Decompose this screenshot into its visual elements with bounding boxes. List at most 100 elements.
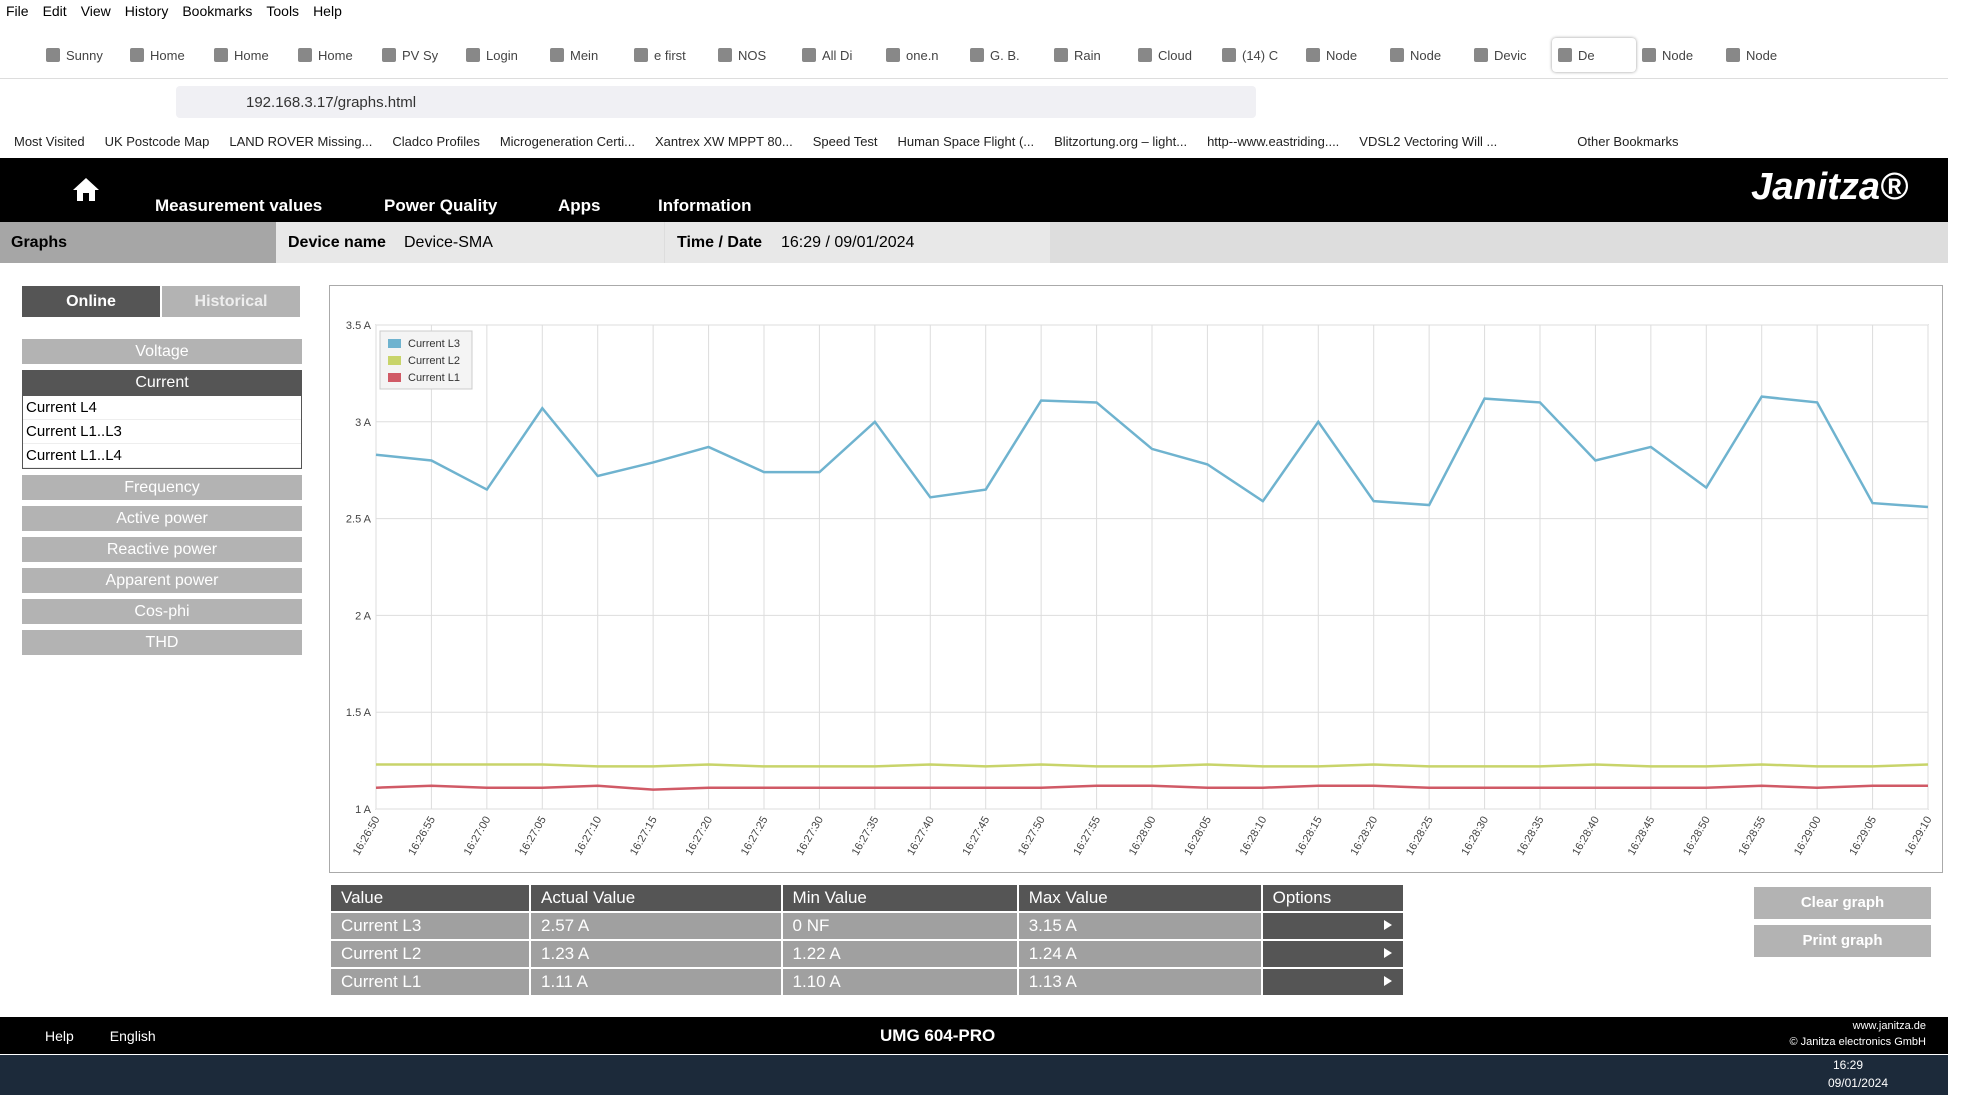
submenu-item[interactable]: Current L1..L3 [23,420,301,444]
menu-button[interactable]: THD [22,630,302,655]
submenu-item[interactable]: Current L4 [23,396,301,420]
home-icon[interactable] [72,176,100,202]
tab-icon [466,48,480,62]
x-tick-label: 16:28:10 [1238,815,1270,858]
menu-button[interactable]: Frequency [22,475,302,500]
tab[interactable]: Devic [1468,38,1552,72]
menu-button[interactable]: Apparent power [22,568,302,593]
tab-icon [1642,48,1656,62]
language[interactable]: English [109,1027,156,1044]
x-tick-label: 16:28:30 [1459,815,1491,858]
button[interactable]: Print graph [1754,925,1931,957]
device-label: Device name [288,233,386,251]
bookmark[interactable]: Blitzortung.org – light... [1054,133,1188,149]
bookmark[interactable]: UK Postcode Map [104,133,210,149]
button[interactable]: Clear graph [1754,887,1931,919]
help[interactable]: Help [45,1027,74,1044]
menu-button[interactable]: Cos-phi [22,599,302,624]
tab[interactable]: one.n [880,38,964,72]
menu-button[interactable]: Reactive power [22,537,302,562]
menu-item[interactable]: History [124,3,169,19]
x-tick-label: 16:28:25 [1404,815,1436,858]
tab[interactable]: De [1552,38,1636,72]
tab-title: Node [1326,47,1358,63]
cell: 1.24 A [1016,939,1263,969]
menu-item[interactable]: Help [313,3,342,19]
menu-button[interactable]: Current [22,370,302,395]
menu-button[interactable]: Active power [22,506,302,531]
menu-item[interactable]: File [6,3,29,19]
tab[interactable]: PV Sy [376,38,460,72]
tab-icon [1474,48,1488,62]
tab[interactable]: Login [460,38,544,72]
tab-title: one.n [906,47,939,63]
submenu-item[interactable]: Current L1..L4 [23,444,301,468]
options-cell[interactable] [1260,967,1406,997]
tab[interactable]: Home [208,38,292,72]
tab[interactable]: e first [628,38,712,72]
tab-icon [382,48,396,62]
tab[interactable]: Home [292,38,376,72]
menu-item[interactable]: Edit [42,3,67,19]
bookmark[interactable]: LAND ROVER Missing... [229,133,373,149]
menu-item[interactable]: Bookmarks [182,3,253,19]
tab[interactable]: (14) C [1216,38,1300,72]
tab[interactable]: Node [1720,38,1804,72]
nav-item[interactable]: Information [658,196,752,215]
tab-icon [1558,48,1572,62]
tab[interactable]: Rain [1048,38,1132,72]
x-tick-label: 16:29:10 [1903,815,1935,858]
tab[interactable]: Node [1384,38,1468,72]
bookmark[interactable]: http--www.eastriding.... [1207,133,1340,149]
tab-icon [1726,48,1740,62]
x-tick-label: 16:27:05 [517,815,549,858]
nav-item[interactable]: Power Quality [384,196,498,215]
tab-title: Node [1746,47,1778,63]
tab-icon [1222,48,1236,62]
legend-label: Current L1 [408,372,460,384]
tab[interactable]: Home [124,38,208,72]
mode-tab[interactable]: Online [22,286,160,317]
arrow-icon [1384,920,1392,930]
tab[interactable]: Sunny [40,38,124,72]
nav-item[interactable]: Measurement values [155,196,323,215]
tab-title: (14) C [1242,47,1279,63]
bookmark[interactable]: Other Bookmarks [1577,133,1679,149]
tab[interactable]: Cloud [1132,38,1216,72]
tab-title: Login [486,47,518,63]
bookmark[interactable]: VDSL2 Vectoring Will ... [1359,133,1498,149]
bookmark[interactable]: Xantrex XW MPPT 80... [654,133,793,149]
menu-item[interactable]: Tools [266,3,300,19]
options-cell[interactable] [1260,939,1406,969]
menu-item[interactable]: View [80,3,111,19]
tab[interactable]: Node [1636,38,1720,72]
tab-icon [634,48,648,62]
tab[interactable]: G. B. [964,38,1048,72]
tab[interactable]: Mein [544,38,628,72]
model: UMG 604-PRO [880,1026,996,1045]
address-bar[interactable]: 192.168.3.17/graphs.html [176,86,1256,118]
info-bar: Graphs Device name Device-SMA Time / Date… [0,222,1948,263]
tab-icon [130,48,144,62]
bookmark[interactable]: Speed Test [812,133,878,149]
nav-item[interactable]: Apps [558,196,601,215]
bookmark[interactable]: Cladco Profiles [392,133,480,149]
tab[interactable]: All Di [796,38,880,72]
bookmark[interactable]: Microgeneration Certi... [499,133,635,149]
tab[interactable]: Node [1300,38,1384,72]
bookmark[interactable]: Human Space Flight (... [897,133,1035,149]
y-tick-label: 1.5 A [346,707,372,719]
cell: 2.57 A [529,911,783,941]
bookmark[interactable]: Most Visited [14,133,85,149]
header-cell: Min Value [780,883,1019,913]
options-cell[interactable] [1260,911,1406,941]
tab-title: Mein [570,47,599,63]
menu-button[interactable]: Voltage [22,339,302,364]
mode-tab[interactable]: Historical [162,286,300,317]
cell: Current L2 [328,939,532,969]
tab[interactable]: NOS [712,38,796,72]
tab-icon [886,48,900,62]
